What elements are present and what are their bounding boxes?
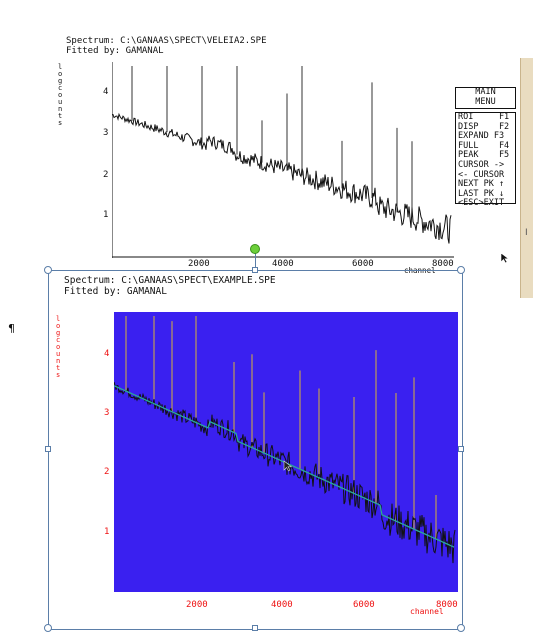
top-fitted-by: Fitted by: GAMANAL: [66, 46, 164, 56]
menu-item-next-peak: NEXT PK ↑: [458, 179, 505, 190]
resize-handle-top-right[interactable]: [457, 266, 465, 274]
bottom-xtick-6000: 6000: [353, 600, 375, 610]
top-xtick-2000: 2000: [188, 259, 210, 269]
side-panel-letter: I: [525, 228, 528, 238]
bottom-peak-markers: [125, 316, 437, 540]
top-ytick-3: 3: [103, 128, 109, 138]
bottom-ytick-3: 3: [104, 408, 110, 418]
bottom-spectrum-svg: [113, 316, 456, 564]
mouse-pointer-icon: [500, 252, 510, 264]
spectrum-line: [111, 112, 452, 244]
menu-item-full: FULL F4: [458, 140, 510, 151]
rotate-handle[interactable]: [250, 244, 260, 254]
bottom-ylabel: log counts: [56, 315, 61, 379]
top-ytick-1: 1: [103, 210, 109, 220]
bottom-xlabel: channel: [410, 607, 444, 616]
rotate-connector: [255, 253, 256, 270]
bottom-spectrum-path: Spectrum: C:\GANAAS\SPECT\EXAMPLE.SPE: [64, 275, 276, 286]
bottom-plot-area: [113, 312, 458, 592]
menu-item-cursor-left: <- CURSOR: [458, 169, 505, 180]
resize-handle-bottom[interactable]: [252, 625, 258, 631]
top-ytick-4: 4: [103, 87, 109, 97]
top-xtick-6000: 6000: [352, 259, 374, 269]
spectrum-line: [113, 381, 456, 564]
main-menu-title-box: MAIN MENU: [455, 87, 516, 109]
top-plot-area: [111, 62, 454, 258]
bottom-spectrum-trace: [113, 381, 456, 564]
side-panel: I: [520, 58, 533, 298]
top-xtick-8000: 8000: [432, 259, 454, 269]
top-spectrum-svg: [111, 62, 454, 258]
resize-handle-top[interactable]: [252, 267, 258, 273]
main-menu-list: ROI F1 DISP F2 EXPAND F3 FULL F4 PEAK F5…: [455, 112, 516, 208]
top-spectrum-trace: [111, 66, 452, 244]
menu-item-disp: DISP F2: [458, 121, 510, 132]
top-ylabel: log counts: [58, 63, 63, 127]
resize-handle-bottom-right[interactable]: [457, 624, 465, 632]
bottom-ytick-2: 2: [104, 467, 110, 477]
bottom-xtick-8000: 8000: [436, 600, 458, 610]
plot-cursor-icon: [283, 460, 293, 472]
resize-handle-left[interactable]: [45, 446, 51, 452]
top-xtick-4000: 4000: [272, 259, 294, 269]
bottom-fitted-by: Fitted by: GAMANAL: [64, 286, 167, 297]
menu-title-line2: MENU: [475, 96, 496, 107]
menu-item-cursor-right: CURSOR ->: [458, 159, 505, 170]
menu-item-exit: <ESC>EXIT: [458, 198, 505, 209]
resize-handle-top-left[interactable]: [44, 266, 52, 274]
resize-handle-bottom-left[interactable]: [44, 624, 52, 632]
bottom-ytick-4: 4: [104, 349, 110, 359]
bottom-ytick-1: 1: [104, 527, 110, 537]
menu-item-expand: EXPAND F3: [458, 131, 505, 142]
paragraph-mark: ¶: [8, 322, 15, 335]
bottom-xtick-2000: 2000: [186, 600, 208, 610]
menu-item-last-peak: LAST PK ↓: [458, 188, 505, 199]
top-ytick-2: 2: [103, 170, 109, 180]
bottom-xtick-4000: 4000: [271, 600, 293, 610]
menu-item-peak: PEAK F5: [458, 150, 510, 161]
menu-title-line1: MAIN: [475, 87, 496, 97]
top-spectrum-path: Spectrum: C:\GANAAS\SPECT\VELEIA2.SPE: [66, 36, 267, 46]
resize-handle-right[interactable]: [458, 446, 464, 452]
menu-item-roi: ROI F1: [458, 112, 510, 122]
